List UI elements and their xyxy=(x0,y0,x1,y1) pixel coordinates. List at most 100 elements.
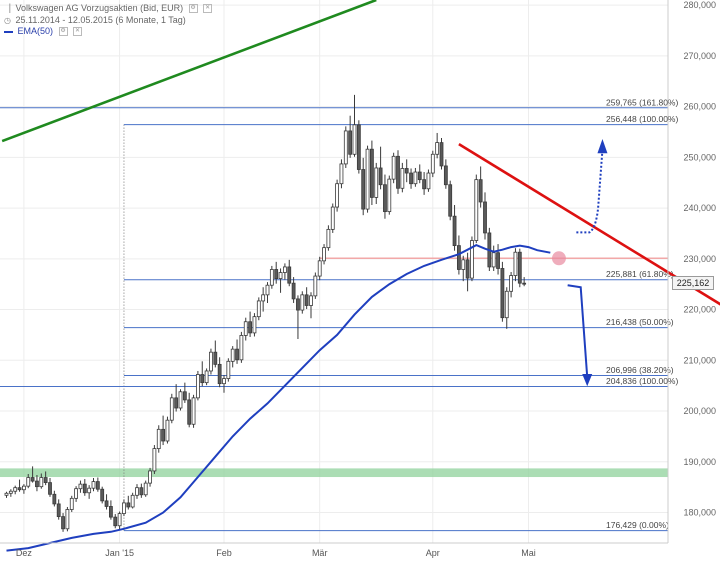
candle-body xyxy=(126,502,131,508)
candle-body xyxy=(261,294,266,302)
candle-body xyxy=(222,378,226,385)
ema-close-icon[interactable]: ✕ xyxy=(73,27,83,37)
candle xyxy=(374,162,379,205)
settings-icon[interactable]: ⚙ xyxy=(188,4,198,14)
candle-body xyxy=(282,266,287,273)
candle-body xyxy=(256,300,261,318)
candle-body xyxy=(513,251,518,276)
candle-body xyxy=(95,481,100,490)
ema-label: EMA(50) xyxy=(17,26,54,36)
candle-body xyxy=(274,269,279,280)
candle-body xyxy=(339,163,344,185)
candle xyxy=(261,287,266,312)
candle-body xyxy=(217,363,222,385)
candle xyxy=(48,478,52,497)
candle-body xyxy=(504,290,509,319)
candle xyxy=(13,485,18,495)
candle-type-icon[interactable]: ▕ xyxy=(4,4,11,13)
candle-body xyxy=(456,245,461,270)
candle-body xyxy=(496,252,500,269)
candle-body xyxy=(239,335,244,361)
candle xyxy=(365,145,370,213)
candle xyxy=(165,416,170,444)
candle xyxy=(317,256,322,281)
candle xyxy=(74,486,78,502)
candle xyxy=(430,150,435,178)
candle xyxy=(304,287,309,310)
candle-body xyxy=(17,487,22,491)
candle-body xyxy=(39,477,44,488)
candle xyxy=(126,495,131,510)
chart-range-row: ◷ 25.11.2014 - 12.05.2015 (6 Monate, 1 T… xyxy=(4,15,186,25)
support-zone xyxy=(0,468,668,478)
candle xyxy=(239,331,244,363)
fib-level-label: 216,438 (50.00%) xyxy=(606,317,674,327)
clock-icon: ◷ xyxy=(4,16,11,25)
y-tick-label: 210,000 xyxy=(683,355,716,365)
candle-body xyxy=(4,492,9,496)
candle xyxy=(269,265,274,289)
candle-body xyxy=(226,360,231,379)
candle-body xyxy=(209,351,213,372)
candle xyxy=(448,180,453,221)
y-tick-label: 230,000 xyxy=(683,254,716,264)
chart-title-row: ▕ Volkswagen AG Vorzugsaktien (Bid, EUR)… xyxy=(4,3,213,14)
candle xyxy=(504,287,509,329)
candle xyxy=(39,473,44,489)
candle-body xyxy=(474,179,479,241)
candle xyxy=(43,471,48,486)
candle xyxy=(152,445,157,474)
candle-body xyxy=(343,130,348,165)
candle-body xyxy=(26,477,31,487)
last-price-tag: 225,162 xyxy=(672,276,714,291)
candle xyxy=(322,244,326,265)
candle-body xyxy=(87,487,92,494)
ema-settings-icon[interactable]: ⚙ xyxy=(58,27,68,37)
candle-body xyxy=(56,503,61,518)
candle-body xyxy=(400,168,405,189)
candle xyxy=(204,368,209,386)
candle xyxy=(52,490,57,507)
candle xyxy=(82,479,87,496)
candle xyxy=(226,358,231,382)
candle-body xyxy=(478,179,483,203)
candle xyxy=(265,282,270,303)
candle xyxy=(330,203,335,233)
candle-body xyxy=(365,148,370,210)
candle-body xyxy=(409,172,413,185)
candle-body xyxy=(374,167,379,198)
y-tick-label: 200,000 xyxy=(683,406,716,416)
candle-body xyxy=(65,509,70,530)
candle-body xyxy=(356,124,361,170)
candle xyxy=(69,495,74,513)
candle-body xyxy=(291,282,296,300)
candle xyxy=(248,311,253,337)
close-icon[interactable]: ✕ xyxy=(203,4,213,14)
candle xyxy=(182,382,187,403)
chart-range: 25.11.2014 - 12.05.2015 (6 Monate, 1 Tag… xyxy=(15,15,186,25)
candle-body xyxy=(326,228,331,249)
candle-body xyxy=(191,397,196,425)
candle-body xyxy=(391,155,396,180)
candle-body xyxy=(161,428,166,442)
candle xyxy=(443,159,448,189)
candle xyxy=(230,346,235,368)
candle-body xyxy=(48,482,52,495)
candle xyxy=(287,259,292,287)
candle-body xyxy=(230,348,235,362)
candle-body xyxy=(82,483,87,494)
candle-body xyxy=(335,183,340,208)
candle-body xyxy=(30,477,35,482)
candle xyxy=(161,415,166,446)
candle xyxy=(361,157,366,216)
candle xyxy=(26,473,31,489)
candle-body xyxy=(8,490,13,494)
x-tick-label: Feb xyxy=(216,548,232,558)
candle xyxy=(309,292,313,319)
candle-body xyxy=(69,497,74,510)
candle-body xyxy=(195,374,200,399)
green-trendline xyxy=(1,0,377,143)
candle xyxy=(135,484,139,499)
candle xyxy=(213,340,218,368)
